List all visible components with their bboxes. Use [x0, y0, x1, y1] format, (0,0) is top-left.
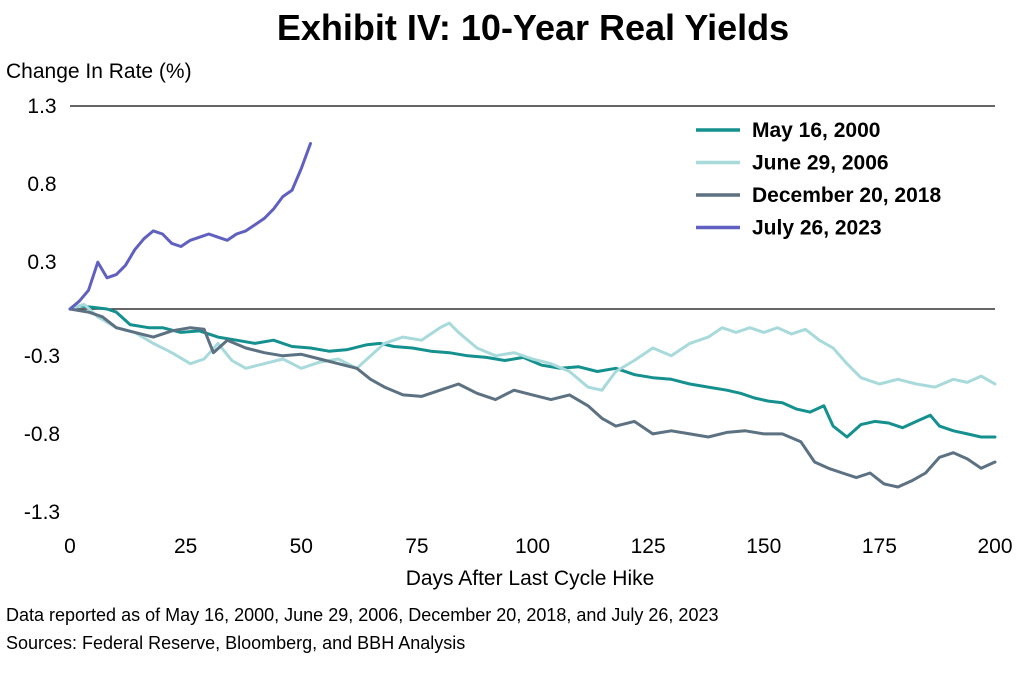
x-tick-label: 175: [862, 535, 897, 558]
legend: May 16, 2000 June 29, 2006 December 20, 20…: [696, 119, 941, 240]
x-tick-label: 200: [977, 535, 1012, 558]
x-tick-label: 50: [290, 535, 313, 558]
gridlines: [70, 105, 995, 310]
y-tick-label: 0.8: [27, 173, 56, 196]
series-lines: [68, 142, 997, 489]
x-tick-label: 125: [631, 535, 666, 558]
x-tick-label: 75: [405, 535, 428, 558]
data-note: Data reported as of May 16, 2000, June 2…: [6, 605, 719, 625]
series-line-2: [68, 307, 997, 489]
legend-label-0: May 16, 2000: [752, 119, 880, 142]
y-axis-label: Change In Rate (%): [6, 60, 192, 83]
x-axis-ticks: 0 25 50 75 100 125 150 175 200: [64, 535, 1012, 558]
line-chart: Exhibit IV: 10-Year Real Yields Change I…: [6, 7, 1013, 590]
x-axis-label: Days After Last Cycle Hike: [406, 567, 655, 590]
y-axis-ticks: 1.3 0.8 0.3 -0.3 -0.8 -1.3: [24, 95, 60, 524]
y-tick-label: -0.3: [24, 345, 60, 368]
x-tick-label: 25: [174, 535, 197, 558]
y-tick-label: -0.8: [24, 423, 60, 446]
y-tick-label: 0.3: [27, 251, 56, 274]
sources-note: Sources: Federal Reserve, Bloomberg, and…: [6, 633, 466, 653]
y-tick-label: 1.3: [27, 95, 56, 118]
legend-label-3: July 26, 2023: [752, 217, 882, 240]
y-tick-label: -1.3: [24, 501, 60, 524]
x-tick-label: 150: [746, 535, 781, 558]
x-tick-label: 100: [515, 535, 550, 558]
x-tick-label: 0: [64, 535, 76, 558]
legend-label-2: December 20, 2018: [752, 184, 941, 207]
series-line-1: [68, 302, 997, 392]
series-line-3: [68, 142, 312, 311]
legend-label-1: June 29, 2006: [752, 152, 889, 175]
chart-title: Exhibit IV: 10-Year Real Yields: [277, 7, 789, 48]
